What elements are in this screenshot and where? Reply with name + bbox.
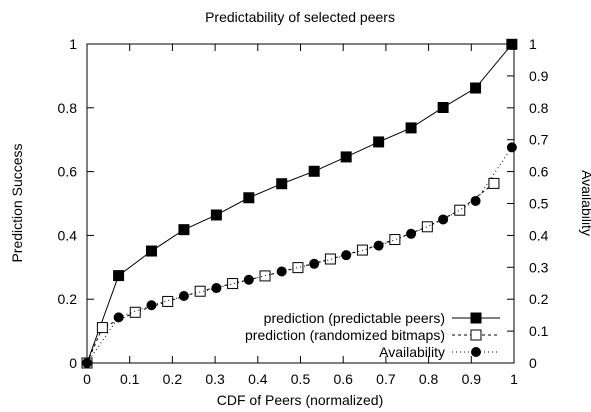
x-axis-label: CDF of Peers (normalized) [217,392,384,408]
data-point [276,266,287,277]
legend-label: prediction (randomized bitmaps) [245,327,445,343]
y2-tick-label: 1 [529,36,537,52]
legend-marker [471,347,481,357]
data-point [178,224,190,236]
y2-tick-label: 0.5 [529,196,549,212]
data-point [96,322,108,334]
legend-label: Availability [379,344,445,360]
y2-tick-label: 0.3 [529,259,549,275]
data-point [129,306,141,318]
data-point [488,177,500,189]
y2-tick-label: 0.8 [529,100,549,116]
data-point [276,178,288,190]
legend-marker [470,329,482,341]
x-tick-label: 0.9 [462,371,482,387]
y-tick-label: 1 [69,36,77,52]
chart-title: Predictability of selected peers [205,9,395,25]
y-axis-label: Prediction Success [9,143,25,262]
y2-axis-label: Availability [579,170,591,236]
series-3 [82,142,517,368]
y-tick-label: 0.4 [58,227,78,243]
legend-item: Availability [379,344,500,360]
data-point [506,38,518,50]
data-point [82,358,92,368]
data-point [421,221,433,233]
data-point [243,192,255,204]
legend-item: prediction (randomized bitmaps) [245,327,500,343]
y2-tick-label: 0 [529,355,537,371]
y-tick-label: 0.6 [58,164,78,180]
series-line [86,147,513,364]
data-point [227,278,239,290]
y2-tick-label: 0.7 [529,132,549,148]
data-point [243,274,254,285]
data-point [194,285,206,297]
data-point [324,253,336,265]
x-tick-label: 1 [510,371,518,387]
x-tick-label: 0.3 [205,371,225,387]
data-point [259,270,271,282]
data-point [210,209,222,221]
data-point [389,234,401,246]
y2-tick-label: 0.1 [529,323,549,339]
data-point [373,240,384,251]
x-tick-label: 0.2 [163,371,183,387]
data-point [145,245,157,257]
legend: prediction (predictable peers)prediction… [245,310,500,360]
series-1 [81,38,518,369]
x-tick-label: 0.7 [376,371,396,387]
y2-tick-label: 0.9 [529,68,549,84]
data-point [162,295,174,307]
data-point [438,214,449,225]
data-point [340,151,352,163]
y2-tick-label: 0.2 [529,291,549,307]
series-layer [81,38,518,369]
y-tick-label: 0.2 [58,291,78,307]
x-tick-label: 0.4 [248,371,268,387]
data-point [211,283,222,294]
data-point [113,312,124,323]
legend-marker [470,312,482,324]
data-point [405,122,417,134]
data-point [146,300,157,311]
data-point [308,165,320,177]
data-point [470,82,482,94]
y2-tick-label: 0.6 [529,164,549,180]
legend-label: prediction (predictable peers) [264,310,445,326]
y-tick-label: 0.8 [58,100,78,116]
data-point [178,291,189,302]
x-tick-label: 0.8 [419,371,439,387]
data-point [506,142,517,153]
x-tick-label: 0 [83,371,91,387]
data-point [437,101,449,113]
data-point [406,228,417,239]
data-point [292,262,304,274]
data-point [113,270,125,282]
data-point [309,258,320,269]
y-tick-label: 0 [69,355,77,371]
x-tick-label: 0.5 [291,371,311,387]
data-point [470,195,481,206]
axis-ticks: 0 0.1 0.2 0.3 0.4 0.5 0.6 0.7 0.8 0.9 100.20.40.60… [58,36,549,387]
legend-item: prediction (predictable peers) [264,310,500,326]
data-point [373,136,385,148]
x-tick-label: 0.6 [333,371,353,387]
data-point [454,204,466,216]
data-point [341,250,352,261]
x-tick-label: 0.1 [120,371,140,387]
y2-tick-label: 0.4 [529,227,549,243]
